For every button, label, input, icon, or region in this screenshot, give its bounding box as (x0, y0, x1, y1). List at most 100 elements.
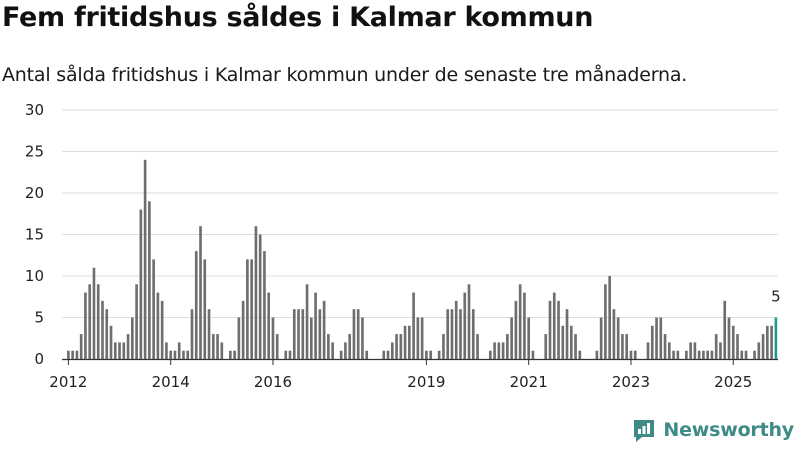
bar (761, 334, 765, 359)
bar (190, 309, 194, 359)
bar (668, 342, 671, 359)
bar (275, 334, 279, 359)
bar (604, 284, 607, 359)
bar (139, 209, 143, 359)
bar (646, 342, 650, 359)
bar (220, 342, 224, 359)
bar (71, 350, 74, 359)
bar (254, 226, 258, 359)
bar (612, 309, 616, 359)
bar (96, 284, 100, 359)
bar (199, 226, 202, 359)
bar (731, 325, 735, 359)
bar (318, 309, 322, 359)
bar (233, 350, 236, 359)
bar (246, 259, 249, 359)
bar (135, 284, 138, 359)
bar (744, 350, 748, 359)
bar (420, 317, 424, 359)
bar (710, 350, 714, 359)
bar (169, 350, 172, 359)
bar (714, 334, 718, 359)
bar (241, 300, 245, 359)
bar (471, 309, 475, 359)
bar (314, 292, 317, 359)
bar (561, 325, 565, 359)
bar (518, 284, 522, 359)
bar (352, 309, 356, 359)
bar (88, 284, 92, 359)
bar (288, 350, 292, 359)
y-axis-ticks: 0 5 10 15 20 25 30 (25, 101, 44, 368)
bar (408, 325, 411, 359)
bar (250, 259, 253, 359)
bar (689, 342, 692, 359)
bar (160, 300, 164, 359)
y-tick-label: 5 (34, 309, 44, 327)
bar (148, 201, 151, 359)
bar (621, 334, 624, 359)
chart-subtitle: Antal sålda fritidshus i Kalmar kommun u… (2, 64, 688, 86)
bar (386, 350, 390, 359)
bar (723, 300, 727, 359)
bar (489, 350, 492, 359)
bar (186, 350, 190, 359)
x-tick-label: 2016 (254, 373, 292, 391)
bar (207, 309, 211, 359)
bar (663, 334, 667, 359)
bar (527, 317, 530, 359)
bar (757, 342, 761, 359)
bar (659, 317, 663, 359)
bar (258, 234, 262, 359)
bar (331, 342, 334, 359)
annotations: 5 (771, 288, 781, 306)
x-tick-label: 2023 (612, 373, 650, 391)
bar (203, 259, 207, 359)
bar (79, 334, 83, 359)
bar (770, 325, 773, 359)
bar (101, 300, 104, 359)
bar (118, 342, 121, 359)
bar (727, 317, 731, 359)
bar (437, 350, 441, 359)
y-tick-label: 10 (25, 267, 44, 285)
y-tick-label: 0 (34, 350, 44, 368)
bar (126, 334, 130, 359)
bar (356, 309, 360, 359)
bar (616, 317, 620, 359)
bar (271, 317, 275, 359)
bar (131, 317, 134, 359)
bar (766, 325, 769, 359)
bar (599, 317, 603, 359)
x-tick-label: 2025 (714, 373, 752, 391)
bar (702, 350, 705, 359)
newsworthy-brand: Newsworthy (631, 416, 794, 444)
bar (548, 300, 552, 359)
y-tick-label: 30 (25, 101, 44, 119)
bar (75, 350, 79, 359)
bar (305, 284, 309, 359)
bar (425, 350, 428, 359)
bar (693, 342, 697, 359)
bar (67, 350, 70, 359)
bar (267, 292, 271, 359)
bar (322, 300, 326, 359)
bar (429, 350, 432, 359)
bar (650, 325, 654, 359)
bar (327, 334, 330, 359)
y-tick-label: 25 (25, 143, 44, 161)
bar (476, 334, 479, 359)
bar (143, 159, 147, 359)
bar (416, 317, 420, 359)
bar (229, 350, 232, 359)
bar (510, 317, 513, 359)
bar (361, 317, 364, 359)
bar (740, 350, 744, 359)
bar (497, 342, 501, 359)
bar (574, 334, 577, 359)
x-tick-label: 2019 (407, 373, 445, 391)
bar (194, 251, 198, 359)
bar (113, 342, 117, 359)
bar (442, 334, 445, 359)
